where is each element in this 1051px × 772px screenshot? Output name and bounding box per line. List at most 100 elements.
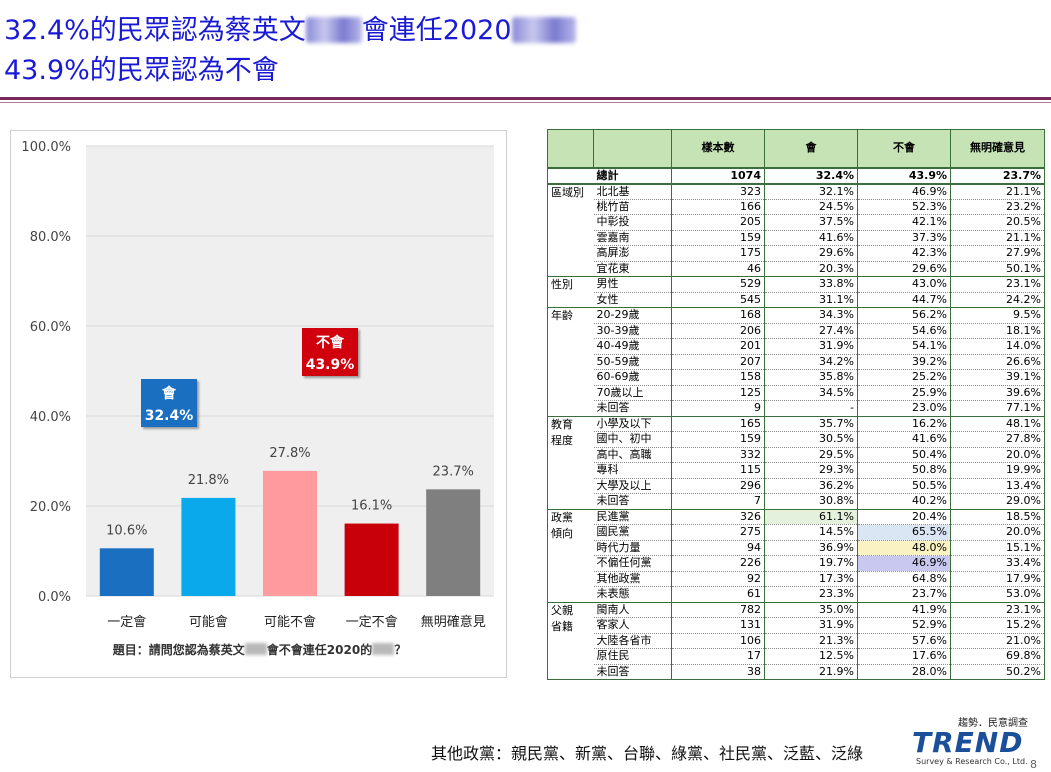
table-row: 不偏任何黨 226 19.7% 46.9% 33.4%	[548, 555, 1045, 572]
table-cell: 31.9%	[764, 338, 858, 355]
row-label: 未回答	[593, 493, 672, 510]
table-cell: 31.9%	[764, 617, 858, 634]
table-cell: 54.1%	[857, 338, 951, 355]
table-row: 中彰投 205 37.5% 42.1% 20.5%	[548, 214, 1045, 231]
table-row: 50-59歲 207 34.2% 39.2% 26.6%	[548, 354, 1045, 370]
title-divider	[0, 97, 1051, 100]
category-label: 無明確意見	[421, 614, 486, 630]
table-cell: 27.8%	[950, 431, 1045, 448]
table-row: 高中、高職 332 29.5% 50.4% 20.0%	[548, 447, 1045, 463]
table-cell: 33.4%	[950, 555, 1045, 572]
table-cell: 39.2%	[857, 354, 951, 370]
row-label: 宜花東	[593, 261, 672, 277]
table-cell: 21.3%	[764, 633, 858, 649]
table-cell: 18.5%	[950, 509, 1045, 525]
row-label: 專科	[593, 462, 672, 479]
bar	[99, 548, 154, 596]
table-cell: 34.2%	[764, 354, 858, 370]
trend-logo: TREND	[912, 726, 1024, 759]
row-label: 60-69歲	[593, 369, 672, 386]
table-cell: 206	[671, 323, 765, 339]
table-cell: 166	[671, 199, 765, 215]
table-cell: 20.0%	[950, 447, 1045, 463]
table-cell: 34.3%	[764, 307, 858, 324]
group-label: 教育 程度	[547, 416, 594, 510]
blurred-text	[372, 643, 395, 655]
header-blank	[593, 129, 672, 168]
bar-chart-panel: 0.0% 20.0% 40.0% 60.0% 80.0% 100.0% 10.6% 21.8…	[10, 130, 507, 678]
group-label: 年齡	[547, 307, 594, 417]
table-row: 未回答 7 30.8% 40.2% 29.0%	[548, 493, 1045, 510]
table-cell: 9.5%	[950, 307, 1045, 324]
table-row: 高屏澎 175 29.6% 42.3% 27.9%	[548, 245, 1045, 262]
table-cell: 40.2%	[857, 493, 951, 510]
table-cell: 44.7%	[857, 292, 951, 308]
table-row: 70歲以上 125 34.5% 25.9% 39.6%	[548, 385, 1045, 401]
table-cell: 34.5%	[764, 385, 858, 401]
table-cell: 20.4%	[857, 509, 951, 525]
table-cell: 61	[671, 586, 765, 603]
table-cell: 17.6%	[857, 648, 951, 665]
table-cell: 545	[671, 292, 765, 308]
table-cell: 35.7%	[764, 416, 858, 432]
category-label: 可能不會	[264, 615, 316, 630]
table-cell: 57.6%	[857, 633, 951, 649]
table-cell: 41.6%	[857, 431, 951, 448]
table-cell: 201	[671, 338, 765, 355]
question-middle: 會不會連任2020的	[266, 643, 373, 657]
table-cell: 19.7%	[764, 555, 858, 572]
table-cell: 207	[671, 354, 765, 370]
table-cell: 94	[671, 540, 765, 556]
row-label: 雲嘉南	[593, 230, 672, 246]
row-label: 桃竹苗	[593, 199, 672, 215]
header-blank	[547, 129, 594, 168]
row-label: 男性	[593, 276, 672, 293]
table-cell: 35.8%	[764, 369, 858, 386]
table-row: 區域別 北北基 323 32.1% 46.9% 21.1%	[547, 183, 1045, 277]
table-cell: 15.1%	[950, 540, 1045, 556]
table-cell: 24.2%	[950, 292, 1045, 308]
table-cell: 43.0%	[857, 276, 951, 293]
callout-will-label: 會	[162, 386, 176, 402]
table-row: 宜花東 46 20.3% 29.6% 50.1%	[548, 261, 1045, 277]
row-label: 高屏澎	[593, 245, 672, 262]
table-cell: 21.0%	[950, 633, 1045, 649]
table-cell: 30.5%	[764, 431, 858, 448]
table-cell: 33.8%	[764, 276, 858, 293]
table-row: 客家人 131 31.9% 52.9% 15.2%	[548, 617, 1045, 634]
table-cell: 42.1%	[857, 214, 951, 231]
group-label: 父親 省籍	[547, 602, 594, 680]
bar	[426, 489, 481, 596]
callout-will-not-label: 不會	[316, 335, 344, 351]
y-tick-label: 0.0%	[38, 590, 71, 605]
table-cell: 21.1%	[950, 183, 1045, 200]
bar	[181, 497, 236, 596]
table-cell: 32.4%	[764, 166, 858, 185]
table-cell: 69.8%	[950, 648, 1045, 665]
table-cell: 39.6%	[950, 385, 1045, 401]
table-cell: 323	[671, 183, 765, 200]
table-cell: 23.7%	[950, 166, 1045, 185]
table-cell: 23.0%	[857, 400, 951, 417]
table-cell: 50.8%	[857, 462, 951, 479]
table-cell: 13.4%	[950, 478, 1045, 494]
row-label: 中彰投	[593, 214, 672, 231]
table-cell: 35.0%	[764, 602, 858, 618]
table-cell: 205	[671, 214, 765, 231]
table-cell: 31.1%	[764, 292, 858, 308]
table-cell: 26.6%	[950, 354, 1045, 370]
header-will-not: 不會	[857, 129, 951, 168]
table-cell: 52.9%	[857, 617, 951, 634]
table-cell: 17	[671, 648, 765, 665]
row-label: 閩南人	[593, 602, 672, 618]
table-cell: 25.9%	[857, 385, 951, 401]
table-row: 女性 545 31.1% 44.7% 24.2%	[548, 292, 1045, 308]
table-cell: 77.1%	[950, 400, 1045, 417]
table-cell: 16.2%	[857, 416, 951, 432]
row-label: 女性	[593, 292, 672, 308]
y-tick-label: 60.0%	[30, 320, 71, 335]
table-row: 未回答 38 21.9% 28.0% 50.2%	[548, 664, 1045, 680]
table-cell: 41.9%	[857, 602, 951, 618]
page-number: 8	[1030, 758, 1037, 771]
data-label: 16.1%	[351, 499, 392, 514]
